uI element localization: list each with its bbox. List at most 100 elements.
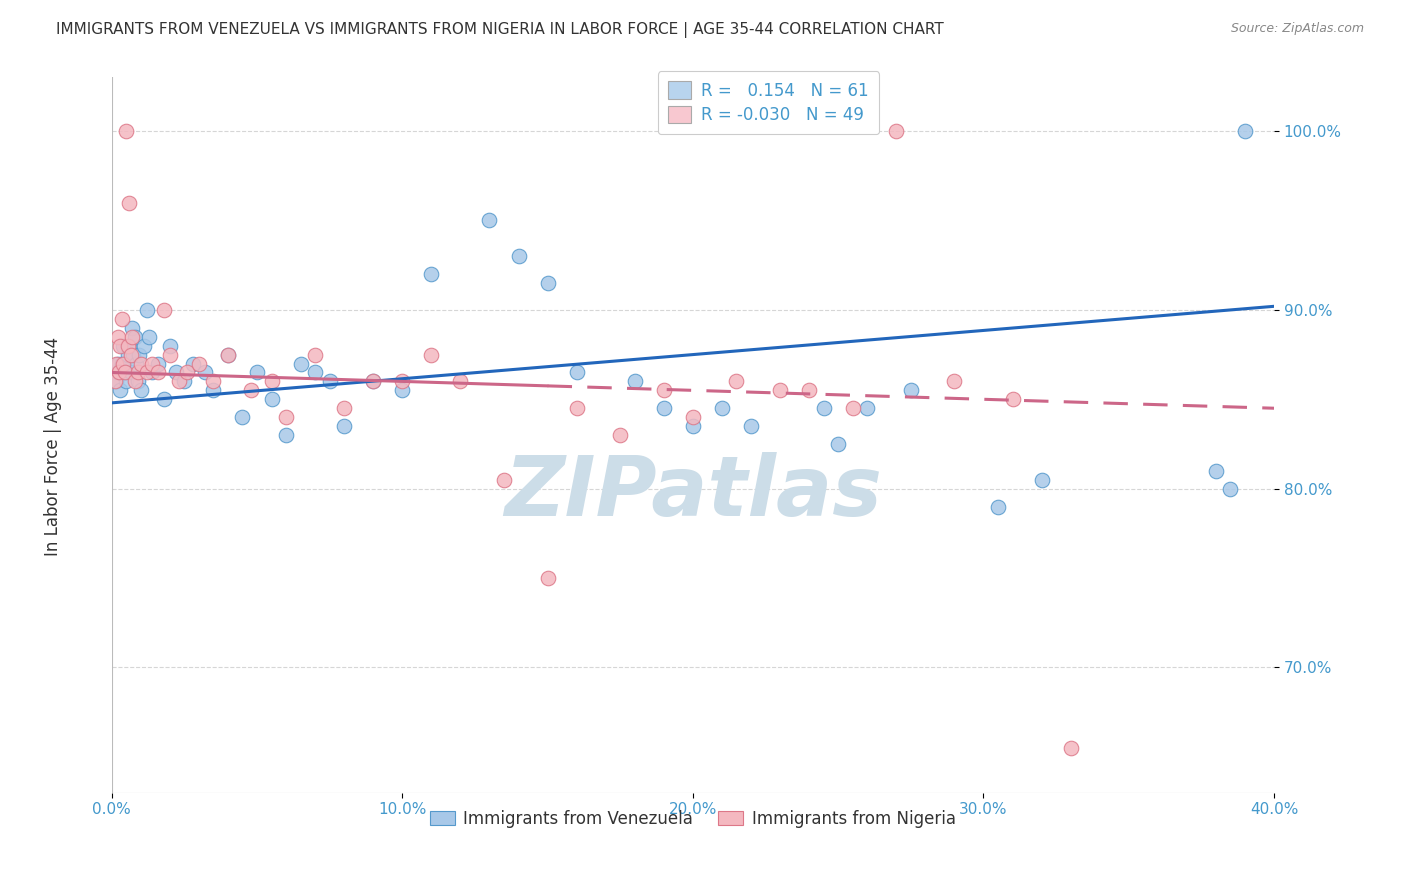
Point: [318, 375, 340, 389]
Point: [623, 375, 645, 389]
Point: [361, 375, 384, 389]
Point: [173, 375, 195, 389]
Point: [536, 276, 558, 290]
Point: [1205, 464, 1227, 478]
Point: [333, 401, 356, 416]
Point: [107, 357, 129, 371]
Text: Source: ZipAtlas.com: Source: ZipAtlas.com: [1230, 22, 1364, 36]
Point: [797, 384, 820, 398]
Point: [884, 124, 907, 138]
Point: [202, 384, 225, 398]
Point: [121, 329, 143, 343]
Point: [391, 375, 413, 389]
Point: [104, 366, 127, 380]
Point: [118, 195, 141, 210]
Point: [138, 329, 160, 343]
Point: [112, 338, 135, 352]
Point: [260, 392, 283, 407]
Point: [856, 401, 879, 416]
Point: [246, 366, 269, 380]
Point: [176, 366, 198, 380]
Text: ZIPatlas: ZIPatlas: [503, 451, 882, 533]
Point: [141, 357, 163, 371]
Point: [110, 338, 132, 352]
Point: [1059, 741, 1081, 756]
Point: [135, 302, 157, 317]
Point: [105, 357, 128, 371]
Point: [682, 410, 704, 425]
Point: [118, 338, 141, 352]
Point: [127, 366, 149, 380]
Text: IMMIGRANTS FROM VENEZUELA VS IMMIGRANTS FROM NIGERIA IN LABOR FORCE | AGE 35-44 : IMMIGRANTS FROM VENEZUELA VS IMMIGRANTS …: [56, 22, 943, 38]
Point: [124, 329, 146, 343]
Point: [231, 410, 253, 425]
Point: [361, 375, 384, 389]
Point: [987, 500, 1010, 514]
Point: [105, 375, 128, 389]
Point: [115, 375, 138, 389]
Point: [132, 338, 155, 352]
Point: [121, 320, 143, 334]
Point: [240, 384, 263, 398]
Point: [682, 419, 704, 434]
Point: [159, 338, 181, 352]
Point: [492, 473, 515, 487]
Point: [420, 267, 443, 281]
Point: [187, 357, 209, 371]
Point: [740, 419, 762, 434]
Point: [1031, 473, 1053, 487]
Point: [304, 366, 326, 380]
Point: [725, 375, 748, 389]
Point: [290, 357, 312, 371]
Point: [128, 348, 150, 362]
Point: [120, 366, 142, 380]
Point: [943, 375, 966, 389]
Legend: Immigrants from Venezuela, Immigrants from Nigeria: Immigrants from Venezuela, Immigrants fr…: [423, 803, 962, 834]
Point: [827, 437, 849, 451]
Point: [304, 348, 326, 362]
Point: [1219, 482, 1241, 496]
Point: [120, 348, 142, 362]
Point: [127, 375, 149, 389]
Point: [420, 348, 443, 362]
Point: [274, 410, 297, 425]
Point: [333, 419, 356, 434]
Point: [107, 329, 129, 343]
Point: [117, 348, 139, 362]
Point: [129, 384, 152, 398]
Point: [449, 375, 471, 389]
Point: [260, 375, 283, 389]
Point: [508, 249, 530, 263]
Point: [112, 357, 135, 371]
Point: [652, 384, 675, 398]
Point: [153, 302, 176, 317]
Point: [108, 366, 131, 380]
Point: [391, 384, 413, 398]
Point: [141, 366, 163, 380]
Point: [813, 401, 835, 416]
Point: [135, 366, 157, 380]
Point: [111, 357, 134, 371]
Point: [111, 311, 134, 326]
Point: [274, 428, 297, 442]
Point: [181, 357, 204, 371]
Point: [153, 392, 176, 407]
Point: [115, 124, 138, 138]
Point: [217, 348, 239, 362]
Point: [125, 357, 148, 371]
Point: [122, 348, 145, 362]
Point: [652, 401, 675, 416]
Point: [710, 401, 733, 416]
Point: [609, 428, 631, 442]
Point: [1233, 124, 1256, 138]
Point: [565, 366, 588, 380]
Point: [900, 384, 922, 398]
Point: [217, 348, 239, 362]
Text: In Labor Force | Age 35-44: In Labor Force | Age 35-44: [45, 336, 62, 556]
Point: [110, 384, 132, 398]
Point: [194, 366, 217, 380]
Point: [117, 338, 139, 352]
Point: [769, 384, 792, 398]
Point: [114, 366, 136, 380]
Point: [565, 401, 588, 416]
